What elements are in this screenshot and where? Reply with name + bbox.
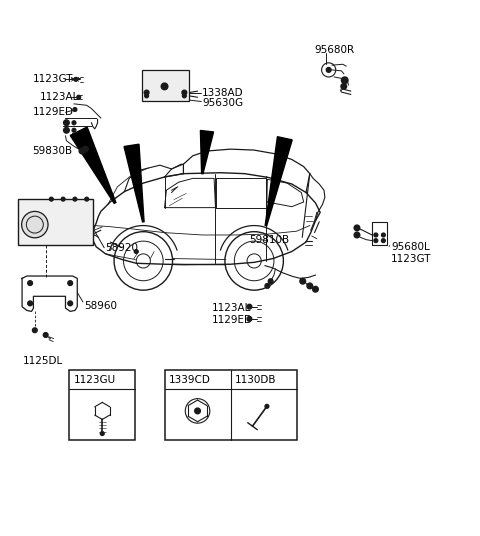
Circle shape [312, 286, 318, 292]
Circle shape [72, 121, 76, 124]
Bar [165, 370, 297, 440]
Circle shape [144, 90, 149, 95]
Circle shape [28, 281, 33, 286]
Circle shape [68, 301, 72, 306]
Bar [69, 370, 135, 440]
Circle shape [268, 279, 273, 284]
Circle shape [374, 233, 378, 237]
Text: 1123AL: 1123AL [212, 303, 251, 313]
Circle shape [134, 250, 138, 254]
Text: 1339CD: 1339CD [169, 375, 211, 385]
Text: 1125DL: 1125DL [23, 356, 63, 366]
Circle shape [300, 278, 306, 284]
Circle shape [265, 405, 269, 408]
Polygon shape [201, 130, 214, 174]
Circle shape [72, 129, 76, 132]
Circle shape [63, 128, 69, 133]
Circle shape [247, 304, 252, 309]
Circle shape [33, 328, 37, 333]
Text: 1129ED: 1129ED [33, 107, 73, 117]
Text: 95680R: 95680R [314, 45, 355, 55]
Text: 1123AL: 1123AL [39, 92, 79, 102]
Circle shape [161, 83, 168, 90]
Circle shape [73, 197, 77, 201]
Text: 59830B: 59830B [33, 146, 72, 156]
Circle shape [83, 146, 88, 152]
Bar [142, 70, 189, 101]
Circle shape [73, 108, 77, 111]
Circle shape [28, 301, 33, 306]
Circle shape [265, 284, 270, 288]
Circle shape [22, 211, 48, 238]
Text: 58960: 58960 [84, 301, 117, 311]
Text: 1123GU: 1123GU [74, 375, 116, 385]
Circle shape [374, 239, 378, 242]
Bar [372, 222, 387, 245]
Polygon shape [124, 144, 144, 222]
Text: 1129ED: 1129ED [212, 315, 252, 325]
Circle shape [79, 148, 85, 154]
Text: 95680L: 95680L [391, 242, 430, 252]
Circle shape [307, 283, 312, 289]
Text: 1130DB: 1130DB [235, 375, 277, 385]
Circle shape [63, 120, 69, 125]
Circle shape [77, 95, 81, 99]
Circle shape [354, 225, 360, 230]
Bar [18, 199, 93, 245]
Circle shape [100, 431, 104, 435]
Text: 1123GT: 1123GT [391, 254, 432, 264]
Circle shape [341, 77, 348, 84]
Polygon shape [70, 127, 116, 203]
Text: 95630G: 95630G [202, 98, 243, 108]
Circle shape [145, 94, 148, 98]
Text: 1123GT: 1123GT [33, 75, 73, 84]
Polygon shape [265, 137, 292, 226]
Circle shape [68, 281, 72, 286]
Circle shape [61, 197, 65, 201]
Text: 1338AD: 1338AD [202, 87, 244, 98]
Circle shape [182, 90, 187, 95]
Circle shape [49, 197, 53, 201]
Text: 58920: 58920 [106, 243, 139, 252]
Circle shape [43, 333, 48, 337]
Circle shape [326, 68, 331, 72]
Text: 59810B: 59810B [250, 235, 289, 245]
Circle shape [195, 408, 200, 414]
Circle shape [382, 233, 385, 237]
Circle shape [247, 317, 252, 321]
Circle shape [354, 232, 360, 238]
Circle shape [74, 77, 78, 81]
Circle shape [382, 239, 385, 242]
Circle shape [182, 94, 186, 98]
Circle shape [341, 84, 347, 89]
Circle shape [85, 197, 89, 201]
